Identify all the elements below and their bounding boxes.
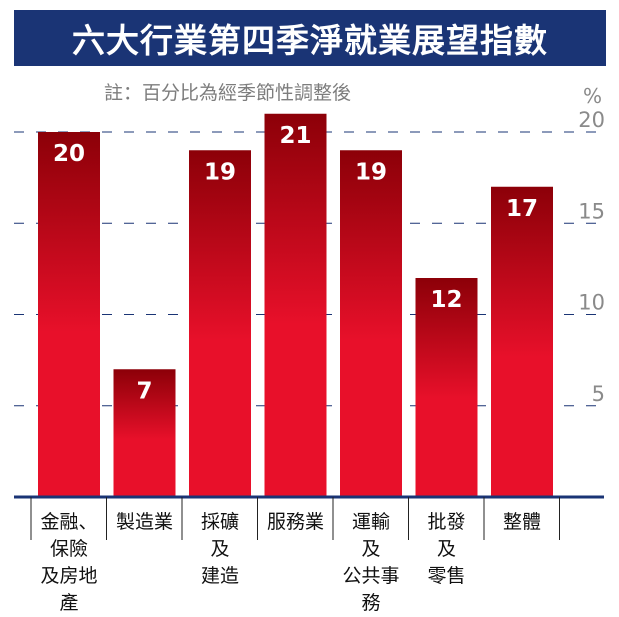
x-tick-label-line: 建造	[200, 565, 239, 587]
x-tick-label-line: 批發	[427, 511, 466, 533]
bar	[264, 113, 327, 497]
chart-title: 六大行業第四季淨就業展望指數	[14, 10, 606, 66]
x-tick-label-line: 整體	[502, 511, 541, 533]
x-tick-label: 批發及零售	[410, 509, 484, 590]
bar-value-label: 21	[279, 123, 311, 149]
bar	[113, 369, 176, 497]
bar	[340, 150, 402, 497]
x-tick-label-line: 及	[361, 538, 381, 560]
bar-value-label: 17	[506, 196, 538, 222]
y-tick-label: 20	[578, 108, 605, 132]
x-tick-label: 採礦及建造	[183, 509, 257, 590]
bar-value-label: 20	[53, 141, 85, 167]
bar-value-label: 7	[136, 378, 152, 404]
x-tick-label: 金融、 保險 及房地產	[32, 509, 106, 617]
bar	[38, 132, 100, 497]
x-tick-label-line: 零售	[427, 565, 466, 587]
x-tick-label: 整體	[485, 509, 559, 536]
y-tick-label: 15	[578, 199, 605, 223]
x-tick-label: 製造業	[108, 509, 182, 536]
y-tick-label: 10	[578, 291, 605, 315]
bar	[189, 150, 251, 497]
bar-value-label: 19	[355, 159, 387, 185]
y-tick-label: 5	[592, 382, 605, 406]
bar	[415, 278, 478, 497]
x-tick-label-line: 金融、	[40, 511, 98, 533]
bar-value-label: 12	[430, 287, 462, 313]
x-tick-label: 運輸及公共事務	[334, 509, 408, 617]
x-tick-label-line: 保險	[49, 538, 88, 560]
y-axis-unit: %	[583, 84, 603, 108]
x-tick-label: 服務業	[259, 509, 333, 536]
x-tick-label-line: 及	[210, 538, 230, 560]
x-tick-label-line: 製造業	[115, 511, 173, 533]
x-tick-label-line: 採礦	[200, 511, 239, 533]
bar-value-label: 19	[204, 159, 236, 185]
chart-subtitle: 註：百分比為經季節性調整後	[104, 82, 352, 104]
x-tick-label-line: 及	[436, 538, 456, 560]
bar	[491, 186, 553, 497]
x-tick-label-line: 運輸	[351, 511, 390, 533]
x-tick-label-line: 服務業	[266, 511, 324, 533]
